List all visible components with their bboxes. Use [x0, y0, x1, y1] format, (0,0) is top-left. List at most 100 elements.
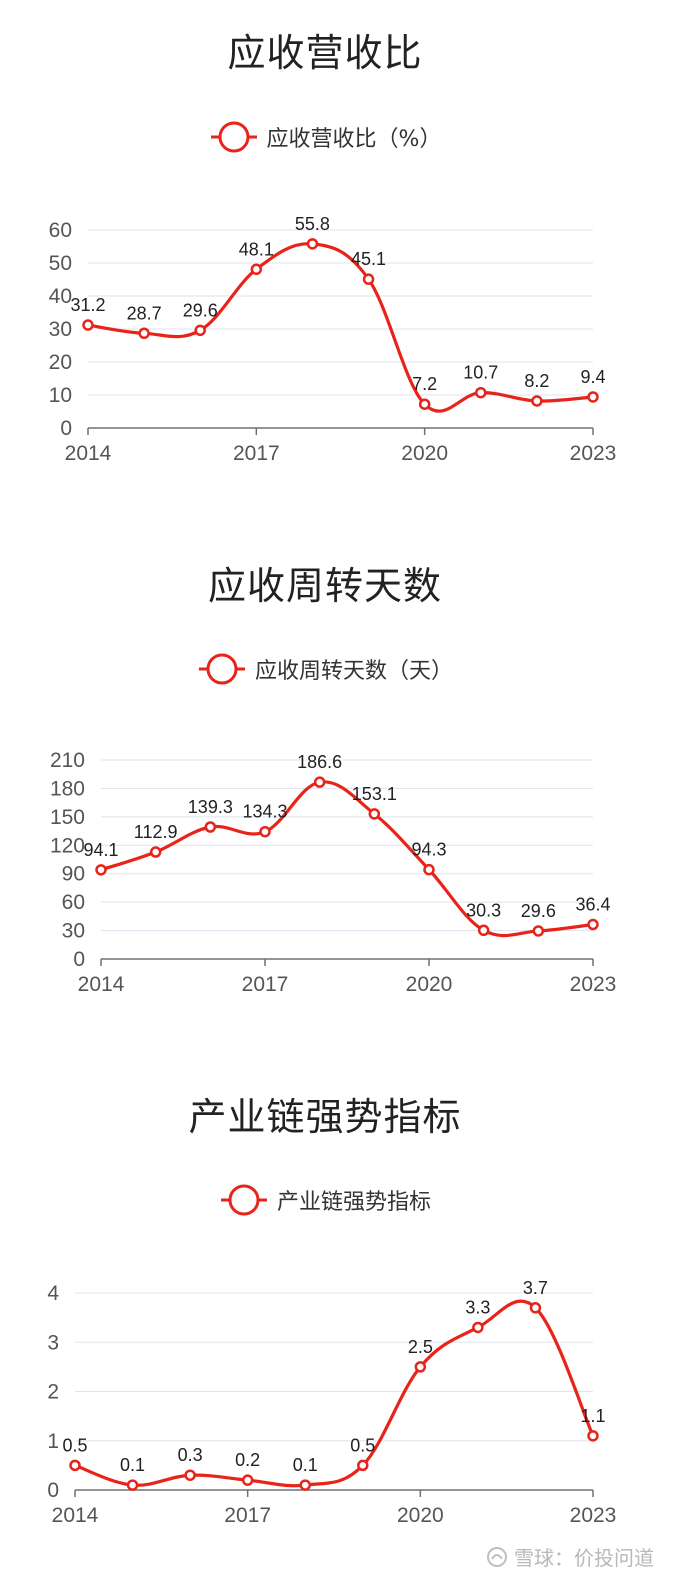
data-point[interactable] — [532, 925, 545, 937]
data-point[interactable] — [587, 1430, 599, 1442]
y-tick-label: 10 — [49, 384, 72, 407]
x-tick-label: 2014 — [52, 1504, 99, 1527]
data-label: 36.4 — [575, 895, 610, 915]
chart-legend[interactable]: 产业链强势指标 — [0, 1183, 650, 1223]
data-label: 134.3 — [242, 802, 287, 822]
series-line — [87, 242, 594, 413]
data-label: 94.3 — [411, 840, 446, 860]
series-line — [100, 780, 594, 938]
legend-line-marker-icon — [198, 653, 245, 685]
data-label: 10.7 — [463, 363, 498, 383]
y-tick-label: 50 — [49, 252, 72, 275]
y-tick-label: 0 — [73, 948, 85, 971]
data-point[interactable] — [194, 324, 206, 337]
data-point[interactable] — [138, 327, 150, 340]
legend-line-marker-icon — [220, 1184, 267, 1216]
y-tick-label: 4 — [47, 1282, 59, 1305]
y-tick-label: 180 — [50, 777, 85, 800]
data-label: 153.1 — [352, 784, 397, 804]
y-tick-label: 210 — [50, 749, 85, 772]
data-point[interactable] — [587, 918, 599, 931]
data-label: 3.3 — [465, 1297, 490, 1317]
y-tick-label: 30 — [62, 920, 85, 943]
data-point[interactable] — [475, 386, 487, 399]
data-label: 8.2 — [524, 371, 549, 391]
line-chart-plot: 0 10 20 30 40 50 60 2014 2017 2020 2023 31.2 28.7 29.… — [49, 214, 617, 465]
data-point[interactable] — [299, 1479, 311, 1491]
x-tick-label: 2017 — [233, 442, 280, 465]
data-label: 48.1 — [239, 239, 274, 259]
data-point[interactable] — [82, 319, 94, 331]
data-point[interactable] — [126, 1479, 139, 1491]
y-tick-label: 60 — [49, 219, 72, 242]
data-label: 1.1 — [580, 1406, 605, 1426]
chart-title: 产业链强势指标 — [188, 1095, 462, 1139]
data-label: 3.7 — [523, 1278, 548, 1298]
y-tick-label: 60 — [62, 891, 85, 914]
data-label: 28.7 — [127, 303, 162, 323]
data-point[interactable] — [477, 924, 490, 937]
data-point[interactable] — [357, 1459, 369, 1472]
data-point[interactable] — [472, 1321, 484, 1334]
data-point[interactable] — [414, 1361, 427, 1373]
snowball-logo-icon — [487, 1546, 507, 1567]
x-tick-label: 2023 — [570, 442, 617, 465]
data-label: 0.5 — [350, 1435, 375, 1455]
data-point[interactable] — [250, 263, 263, 276]
data-point[interactable] — [368, 808, 381, 820]
data-label: 29.6 — [521, 901, 556, 921]
data-point[interactable] — [95, 864, 107, 876]
data-label: 7.2 — [412, 374, 437, 394]
legend-label: 产业链强势指标 — [276, 1190, 431, 1215]
y-tick-label: 1 — [47, 1430, 59, 1453]
data-label: 186.6 — [297, 752, 342, 772]
chart-legend[interactable]: 应收营收比（%） — [0, 120, 650, 160]
data-point[interactable] — [306, 238, 319, 250]
data-point[interactable] — [204, 821, 217, 833]
data-label: 30.3 — [466, 900, 501, 920]
data-point[interactable] — [423, 863, 435, 876]
watermark-text: 雪球：价投问道 — [514, 1546, 654, 1570]
data-label: 139.3 — [188, 797, 233, 817]
x-tick-label: 2023 — [570, 973, 617, 996]
x-tick-label: 2017 — [242, 973, 289, 996]
y-tick-label: 0 — [60, 417, 72, 440]
data-label: 0.2 — [235, 1450, 260, 1470]
data-point[interactable] — [418, 398, 431, 410]
x-tick-label: 2020 — [397, 1504, 444, 1527]
data-label: 45.1 — [351, 249, 386, 269]
data-label: 0.5 — [62, 1435, 87, 1455]
data-label: 29.6 — [183, 300, 218, 320]
y-tick-label: 40 — [49, 285, 72, 308]
watermark: 雪球：价投问道 — [486, 1542, 654, 1571]
data-point[interactable] — [184, 1469, 196, 1481]
line-chart-plot: 0 1 2 3 4 2014 2017 2020 2023 0.5 0.1 0.3 0.2 0.1 0.5 2… — [47, 1278, 617, 1527]
chart-title: 应收营收比 — [227, 31, 423, 75]
x-tick-label: 2017 — [224, 1504, 271, 1527]
data-point[interactable] — [313, 776, 326, 788]
y-tick-label: 150 — [50, 806, 85, 829]
data-label: 31.2 — [70, 295, 105, 315]
y-tick-label: 0 — [47, 1479, 59, 1502]
x-tick-label: 2020 — [401, 442, 448, 465]
chart-legend[interactable]: 应收周转天数（天） — [0, 652, 650, 692]
data-label: 2.5 — [408, 1337, 433, 1357]
data-point[interactable] — [241, 1474, 254, 1486]
y-tick-label: 2 — [47, 1381, 59, 1404]
data-point[interactable] — [531, 395, 543, 407]
legend-label: 应收周转天数（天） — [254, 659, 453, 684]
data-point[interactable] — [149, 846, 162, 858]
data-label: 0.1 — [293, 1455, 318, 1475]
x-tick-label: 2023 — [570, 1504, 617, 1527]
data-label: 0.3 — [178, 1445, 203, 1465]
x-tick-label: 2014 — [78, 973, 125, 996]
y-tick-label: 90 — [62, 863, 85, 886]
data-point[interactable] — [587, 391, 599, 403]
data-point[interactable] — [259, 825, 271, 838]
data-point[interactable] — [529, 1302, 542, 1314]
data-point[interactable] — [69, 1459, 81, 1472]
data-label: 0.1 — [120, 1455, 145, 1475]
line-chart-plot: 0 30 60 90 120 150 180 210 2014 2017 2020 2023 94.1 1… — [50, 749, 617, 996]
data-point[interactable] — [362, 273, 375, 285]
data-label: 112.9 — [134, 822, 178, 842]
